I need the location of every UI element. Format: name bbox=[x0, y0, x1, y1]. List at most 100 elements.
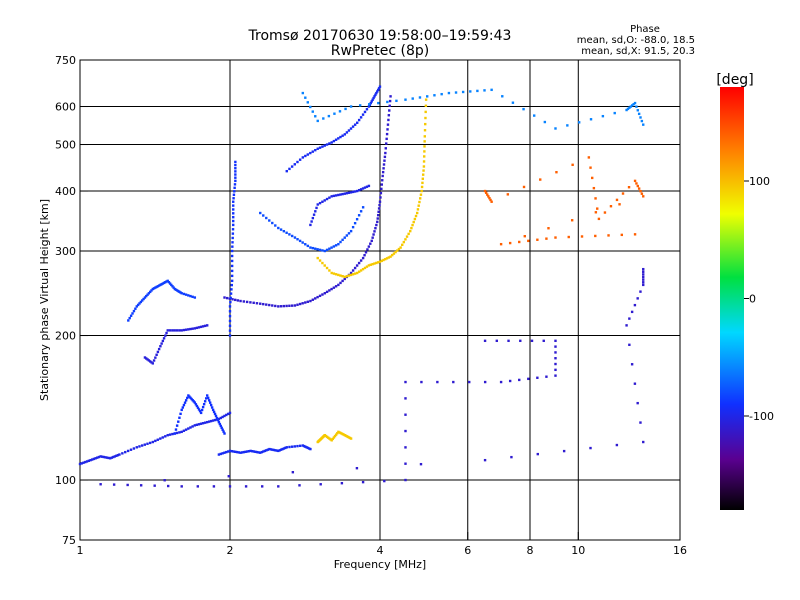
data-point bbox=[424, 116, 427, 120]
data-point bbox=[506, 193, 510, 196]
data-point bbox=[530, 339, 534, 343]
data-point bbox=[191, 425, 194, 428]
data-point bbox=[388, 99, 392, 103]
data-point bbox=[115, 454, 118, 457]
data-point bbox=[255, 302, 259, 305]
data-point bbox=[420, 185, 424, 189]
data-point bbox=[314, 148, 317, 152]
x-tick-label: 6 bbox=[464, 544, 471, 557]
data-point bbox=[199, 422, 203, 425]
data-point bbox=[397, 247, 401, 251]
data-point bbox=[495, 339, 499, 343]
data-point bbox=[607, 234, 610, 237]
data-point bbox=[554, 362, 557, 366]
data-point bbox=[239, 451, 242, 454]
data-point bbox=[637, 187, 641, 190]
data-point bbox=[334, 138, 338, 141]
data-point bbox=[145, 357, 148, 360]
data-point bbox=[148, 360, 152, 363]
data-point bbox=[332, 245, 336, 248]
data-point bbox=[202, 402, 206, 406]
data-point bbox=[376, 90, 379, 93]
colorbar bbox=[720, 87, 744, 510]
data-point bbox=[490, 88, 493, 92]
data-point bbox=[92, 457, 96, 461]
data-point bbox=[148, 290, 152, 294]
data-point bbox=[349, 437, 353, 440]
data-point bbox=[232, 212, 235, 215]
data-point bbox=[268, 219, 271, 222]
data-point bbox=[171, 285, 174, 288]
data-point bbox=[423, 135, 426, 138]
data-point bbox=[116, 453, 120, 457]
data-point bbox=[195, 423, 199, 427]
data-point bbox=[221, 415, 224, 419]
x-tick-label: 16 bbox=[673, 544, 687, 557]
data-point bbox=[229, 300, 232, 304]
data-point bbox=[374, 226, 377, 230]
data-point bbox=[484, 191, 488, 195]
data-point bbox=[145, 294, 148, 298]
data-point bbox=[628, 106, 631, 109]
data-point bbox=[205, 324, 209, 327]
data-point bbox=[405, 235, 409, 238]
data-point bbox=[355, 218, 359, 221]
data-point bbox=[338, 110, 342, 113]
data-point bbox=[332, 194, 336, 198]
data-point bbox=[242, 300, 246, 303]
data-point bbox=[260, 485, 264, 488]
data-point bbox=[422, 169, 425, 172]
data-point bbox=[339, 281, 342, 285]
data-point bbox=[461, 90, 465, 94]
data-point bbox=[309, 223, 312, 227]
data-point bbox=[134, 307, 137, 310]
data-point bbox=[233, 190, 236, 193]
data-point bbox=[332, 139, 336, 143]
data-point bbox=[384, 147, 387, 150]
data-point bbox=[363, 266, 367, 270]
data-point bbox=[639, 189, 642, 193]
data-point bbox=[189, 426, 192, 429]
data-point bbox=[290, 165, 294, 168]
data-point bbox=[171, 432, 174, 436]
data-point bbox=[376, 217, 379, 220]
data-point bbox=[339, 240, 342, 244]
data-point bbox=[411, 223, 414, 227]
data-point bbox=[184, 428, 188, 431]
data-point bbox=[128, 316, 131, 320]
data-point bbox=[587, 156, 591, 159]
data-point bbox=[197, 326, 201, 329]
data-point bbox=[219, 452, 222, 456]
data-point bbox=[259, 211, 262, 215]
data-point bbox=[369, 263, 372, 266]
data-point bbox=[207, 399, 211, 402]
data-point bbox=[323, 199, 326, 202]
data-point bbox=[230, 269, 234, 273]
data-point bbox=[325, 290, 329, 294]
data-point bbox=[347, 191, 351, 194]
data-point bbox=[349, 191, 353, 194]
chart-subtitle: RwPretec (8p) bbox=[331, 43, 429, 59]
data-point bbox=[159, 437, 162, 440]
data-point bbox=[594, 234, 597, 238]
data-point bbox=[523, 234, 526, 238]
data-point bbox=[377, 101, 380, 105]
data-point bbox=[596, 207, 599, 210]
data-point bbox=[421, 181, 424, 185]
data-point bbox=[642, 267, 645, 271]
data-point bbox=[337, 242, 340, 246]
data-point bbox=[274, 449, 277, 452]
data-point bbox=[357, 261, 361, 265]
data-points bbox=[78, 85, 645, 488]
data-point bbox=[232, 204, 235, 207]
data-point bbox=[140, 444, 144, 447]
data-point bbox=[269, 448, 273, 451]
data-point bbox=[193, 401, 197, 404]
data-point bbox=[231, 298, 234, 301]
data-point bbox=[349, 127, 353, 130]
data-point bbox=[301, 302, 304, 305]
data-point bbox=[277, 226, 280, 230]
data-point bbox=[626, 107, 630, 111]
data-point bbox=[99, 483, 102, 486]
data-point bbox=[554, 127, 557, 130]
